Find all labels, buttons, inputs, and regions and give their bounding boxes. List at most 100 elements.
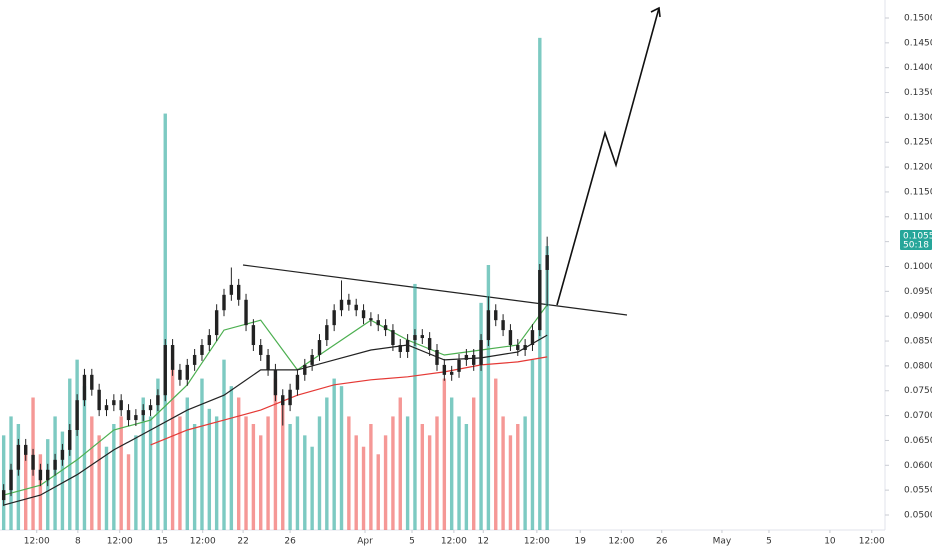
volume-bar	[494, 378, 498, 530]
moving-average	[3, 304, 548, 496]
volume-bar	[229, 386, 234, 530]
last-price-box	[900, 230, 932, 251]
volume-bar	[244, 416, 248, 530]
y-tick-label: 0.10000	[904, 262, 932, 272]
x-tick-label: 10	[824, 537, 836, 547]
candle-body	[126, 410, 131, 421]
volume-bar	[383, 435, 388, 530]
volume-bar	[398, 397, 402, 530]
volume-bar	[339, 386, 344, 530]
volume-bar	[523, 416, 527, 530]
volume-bar	[38, 454, 43, 530]
candle-body	[405, 340, 410, 352]
volume-bar	[170, 359, 175, 530]
volume-bar	[214, 416, 219, 530]
volume-bar	[420, 424, 425, 530]
candle-body	[391, 330, 395, 346]
candle-body	[60, 449, 65, 460]
volume-bar	[82, 386, 87, 530]
candle-body	[281, 395, 285, 406]
volume-bar	[457, 416, 461, 530]
candle-body	[178, 369, 182, 380]
arrow-head	[650, 6, 661, 18]
volume-bar	[391, 416, 395, 530]
volume-bar	[119, 416, 123, 530]
candle-body	[97, 389, 101, 411]
candle-body	[9, 469, 13, 491]
volume-bar	[435, 416, 439, 530]
volume-bar	[288, 424, 292, 530]
volume-bar	[148, 416, 153, 530]
volume-bar	[97, 435, 101, 530]
candle-body	[545, 255, 549, 270]
y-tick-label: 0.07000	[904, 411, 932, 421]
candle-body	[516, 345, 520, 350]
candle-body	[303, 364, 307, 375]
volume-bar	[126, 454, 131, 530]
volume-bar	[207, 408, 212, 530]
candle-body	[1, 490, 6, 501]
candle-body	[170, 345, 175, 370]
x-tick-label: 5	[409, 537, 415, 547]
candle-body	[16, 444, 21, 470]
volume-bar	[472, 397, 476, 530]
y-tick-label: 0.08500	[904, 337, 932, 347]
y-tick-label: 0.12500	[904, 138, 932, 148]
candle-body	[427, 338, 432, 350]
volume-bar	[90, 416, 94, 530]
trend-line	[242, 264, 628, 316]
x-tick-label: 12:00	[608, 537, 634, 547]
volume-bar	[303, 435, 307, 530]
volume-bar	[178, 416, 182, 530]
volume-bar	[156, 378, 160, 530]
y-tick-label: 0.11000	[904, 212, 932, 222]
candle-body	[185, 364, 189, 380]
candle-body	[354, 304, 358, 311]
candle-body	[325, 325, 329, 341]
candle-body	[501, 320, 505, 331]
volume-bar	[332, 378, 336, 530]
volume-bar	[222, 359, 226, 530]
volume-bar	[16, 424, 21, 530]
volume-bar	[347, 416, 351, 530]
candle-body	[479, 340, 483, 365]
volume-bar	[464, 424, 469, 530]
x-tick-label: 12:00	[859, 537, 885, 547]
volume-bar	[449, 397, 454, 530]
volume-bar	[442, 378, 447, 530]
volume-bar	[200, 378, 204, 530]
candle-body	[295, 374, 300, 390]
x-tick-label: 26	[284, 537, 296, 547]
volume-bar	[479, 302, 483, 530]
volume-bar	[273, 378, 278, 530]
x-tick-label: 12:00	[441, 537, 467, 547]
candle-body	[472, 354, 476, 365]
volume-bar	[369, 424, 373, 530]
projection-arrow	[556, 7, 660, 306]
volume-bar	[259, 435, 263, 530]
volume-bar	[163, 113, 167, 531]
volume-bar	[251, 424, 256, 530]
candle-body	[442, 364, 447, 375]
volume-bar	[530, 359, 535, 530]
x-tick-label: 8	[75, 537, 81, 547]
volume-bar	[486, 265, 491, 530]
candle-body	[339, 299, 344, 311]
candle-body	[200, 345, 204, 355]
candle-body	[90, 374, 94, 390]
candle-body	[464, 354, 469, 360]
candle-body	[317, 340, 322, 355]
last-price-label: 0.10553	[903, 232, 932, 242]
volume-bar	[24, 446, 28, 530]
volume-bar	[317, 416, 322, 530]
candle-body	[53, 459, 57, 470]
volume-bar	[134, 435, 138, 530]
volume-bar	[281, 397, 285, 530]
candle-body	[376, 320, 380, 326]
x-tick-label: Apr	[357, 537, 373, 547]
candle-body	[435, 349, 439, 365]
volume-bar	[361, 446, 366, 530]
volume-bar	[310, 446, 314, 530]
candle-body	[192, 354, 197, 365]
candle-body	[251, 325, 256, 346]
